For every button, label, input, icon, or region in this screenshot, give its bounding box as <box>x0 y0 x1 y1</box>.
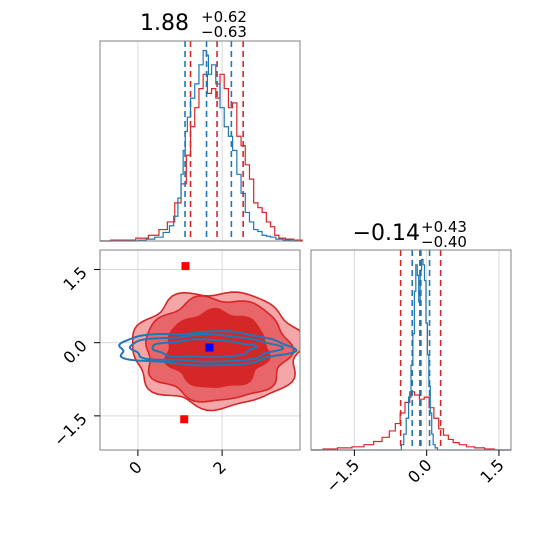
histogram-step-red <box>100 73 303 242</box>
contour-plot <box>118 291 300 412</box>
contour-level-blue <box>128 333 285 363</box>
histogram-step-blue <box>311 258 511 451</box>
contour-panel: 0 2 1.5 0.0 −1.5 <box>50 249 301 478</box>
grid-lines-top <box>137 41 223 241</box>
axes-frame-right <box>310 249 512 451</box>
axes-frame-joint <box>99 249 301 451</box>
hist-panel-right: −1.5 0.0 1.5 −0.14 +0.43 −0.40 <box>310 218 512 496</box>
contour-level-blue <box>151 338 259 359</box>
histogram-step-blue <box>100 49 300 242</box>
axes-frame-top <box>99 40 301 242</box>
y-tick-label: 1.5 <box>59 263 90 294</box>
title-top-value: 1.88 <box>140 11 189 36</box>
x-tick-label: 0.0 <box>404 455 435 486</box>
title-right-value: −0.14 <box>353 221 420 246</box>
title-right-lower: −0.40 <box>421 233 467 251</box>
title-right-upper: +0.43 <box>421 218 467 236</box>
marker-marker_red <box>181 262 190 271</box>
grid-lines-right <box>353 250 500 450</box>
histogram-top <box>100 41 303 242</box>
y-tick-label: −1.5 <box>50 409 91 450</box>
marker-marker_red <box>180 415 189 424</box>
markers <box>180 262 214 424</box>
histogram-right <box>311 250 511 451</box>
ticks-right: −1.5 0.0 1.5 <box>322 450 508 496</box>
marker-marker_blue <box>205 343 214 352</box>
histogram-step-red <box>311 391 511 451</box>
x-tick-label: 2 <box>209 457 230 478</box>
x-tick-label: 0 <box>125 457 146 478</box>
x-tick-label: 1.5 <box>476 455 507 486</box>
contour-level-blue <box>118 329 298 367</box>
title-top-lower: −0.63 <box>201 23 247 41</box>
contour-level-red <box>164 307 271 388</box>
hist-panel-top: 1.88 +0.62 −0.63 <box>99 8 303 242</box>
title-top: 1.88 +0.62 −0.63 <box>140 8 247 41</box>
title-top-upper: +0.62 <box>201 8 247 26</box>
y-tick-label: 0.0 <box>59 336 90 367</box>
title-right: −0.14 +0.43 −0.40 <box>353 218 467 251</box>
x-tick-label: −1.5 <box>322 455 363 496</box>
